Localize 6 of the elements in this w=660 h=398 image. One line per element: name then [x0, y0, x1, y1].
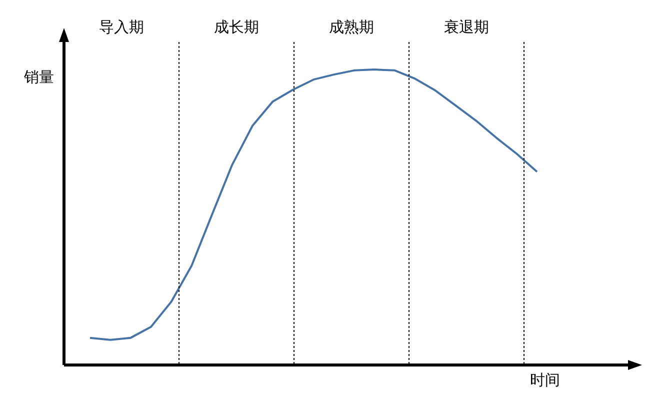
text: 衰退期 [444, 18, 489, 36]
y-axis-title: 销量 [24, 68, 54, 87]
text: 成长期 [214, 18, 259, 36]
x-axis-title: 时间 [530, 371, 560, 390]
text: 导入期 [99, 18, 144, 36]
text: 成熟期 [329, 18, 374, 36]
